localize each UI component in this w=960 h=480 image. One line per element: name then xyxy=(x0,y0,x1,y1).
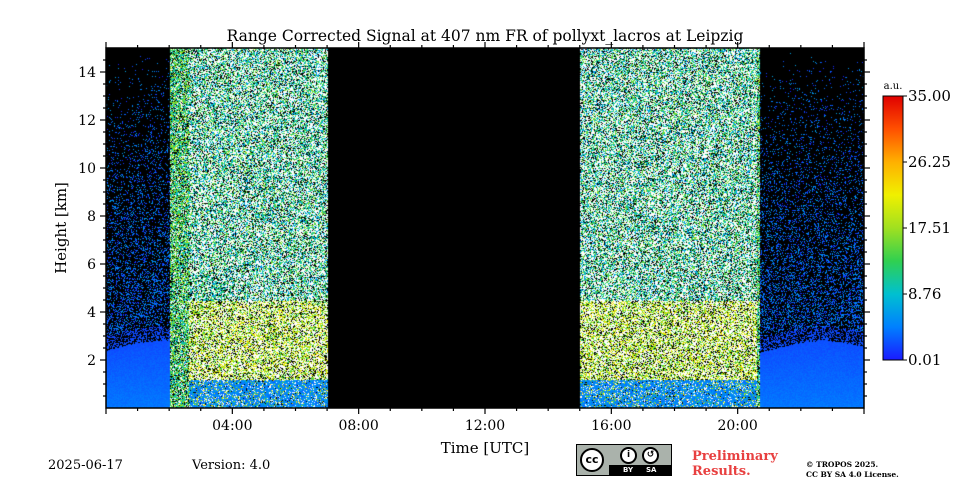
colorbar-tick-label: 17.51 xyxy=(908,219,951,237)
heatmap-signal xyxy=(106,48,864,408)
y-tick-label: 12 xyxy=(78,113,96,129)
colorbar-tick-label: 0.01 xyxy=(908,351,941,369)
cc-by-sa-license-badge: cc i ↺ BY SA xyxy=(576,444,672,476)
y-tick-label: 10 xyxy=(78,161,96,177)
y-tick-label: 2 xyxy=(87,353,96,369)
y-axis-label: Height [km] xyxy=(52,182,70,274)
sa-label: SA xyxy=(646,466,657,474)
x-tick-label: 16:00 xyxy=(591,418,631,434)
colorbar-ticks: 0.01 8.76 17.51 26.25 35.00 xyxy=(903,87,951,369)
date-label: 2025-06-17 xyxy=(48,458,123,473)
colorbar-tick-label: 8.76 xyxy=(908,285,941,303)
x-tick-label: 12:00 xyxy=(465,418,505,434)
y-axis: 2 4 6 8 10 12 14 xyxy=(78,59,870,397)
y-tick-label: 8 xyxy=(87,209,96,225)
y-tick-label: 6 xyxy=(87,257,96,273)
y-tick-label: 14 xyxy=(78,65,96,81)
x-tick-label: 04:00 xyxy=(212,418,252,434)
x-axis-label: Time [UTC] xyxy=(441,439,530,457)
colorbar xyxy=(882,95,904,361)
y-tick-label: 4 xyxy=(87,305,96,321)
by-label: BY xyxy=(623,466,634,474)
x-tick-label: 20:00 xyxy=(717,418,757,434)
copyright-notice: © TROPOS 2025. CC BY SA 4.0 License. xyxy=(806,460,899,479)
creative-commons-icon: cc xyxy=(580,448,604,472)
colorbar-unit: a.u. xyxy=(884,81,903,92)
colorbar-tick-label: 35.00 xyxy=(908,87,951,105)
colorbar-tick-label: 26.25 xyxy=(908,153,951,171)
share-alike-icon: ↺ xyxy=(642,447,659,464)
x-tick-label: 08:00 xyxy=(338,418,378,434)
heatmap-plot-area xyxy=(106,48,864,408)
attribution-icon: i xyxy=(620,447,637,464)
preliminary-results-notice: Preliminary Results. xyxy=(692,449,778,479)
version-label: Version: 4.0 xyxy=(192,458,271,473)
chart-title: Range Corrected Signal at 407 nm FR of p… xyxy=(227,27,744,45)
x-axis: 04:00 08:00 12:00 16:00 20:00 xyxy=(105,42,865,434)
